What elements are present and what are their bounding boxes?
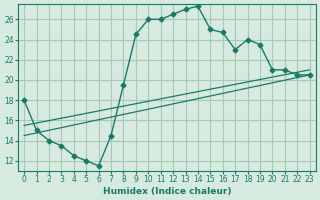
X-axis label: Humidex (Indice chaleur): Humidex (Indice chaleur): [103, 187, 231, 196]
